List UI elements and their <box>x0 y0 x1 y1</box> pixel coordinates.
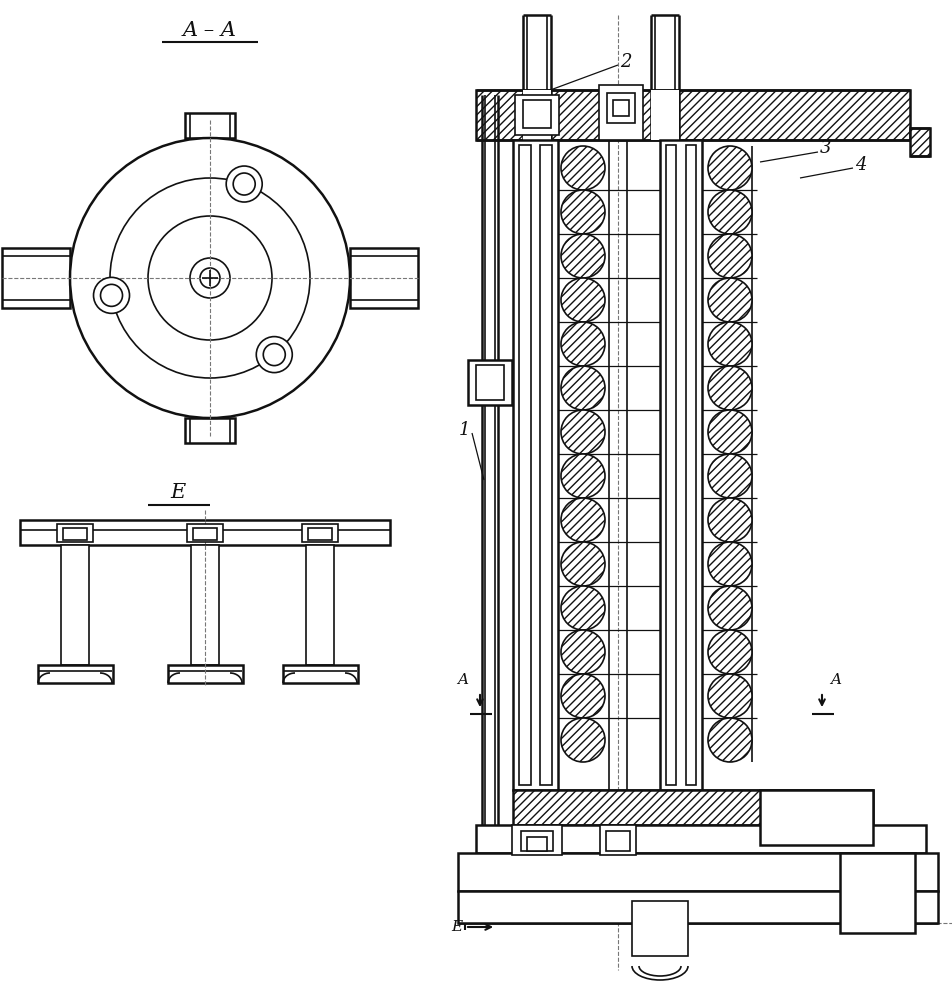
Bar <box>660 140 702 790</box>
Circle shape <box>561 410 605 454</box>
Bar <box>665 145 675 785</box>
Circle shape <box>707 410 751 454</box>
Text: A – A: A – A <box>183 21 237 40</box>
Circle shape <box>707 630 751 674</box>
Bar <box>540 145 551 785</box>
Circle shape <box>561 586 605 630</box>
Circle shape <box>561 146 605 190</box>
Bar <box>168 665 243 683</box>
Bar <box>63 528 87 540</box>
Bar <box>475 90 909 140</box>
Circle shape <box>189 258 229 298</box>
Bar <box>514 95 559 135</box>
Bar <box>20 520 389 545</box>
Bar <box>839 853 914 933</box>
Circle shape <box>109 178 309 378</box>
Bar <box>759 790 872 845</box>
Bar <box>306 545 333 665</box>
Circle shape <box>707 278 751 322</box>
Bar <box>685 145 695 785</box>
Circle shape <box>561 322 605 366</box>
Bar <box>521 831 552 851</box>
Bar <box>475 365 504 400</box>
Text: 1: 1 <box>458 421 469 439</box>
Text: 3: 3 <box>819 139 831 157</box>
Circle shape <box>561 278 605 322</box>
Bar <box>612 100 628 116</box>
Circle shape <box>707 322 751 366</box>
Bar <box>467 360 511 405</box>
Bar <box>187 524 223 542</box>
Circle shape <box>561 190 605 234</box>
Bar <box>519 145 530 785</box>
Bar <box>523 90 550 140</box>
Bar <box>650 90 678 140</box>
Circle shape <box>707 190 751 234</box>
Bar <box>458 891 937 923</box>
Bar <box>512 140 558 790</box>
Bar <box>458 853 937 891</box>
Circle shape <box>233 173 255 195</box>
Circle shape <box>561 498 605 542</box>
Circle shape <box>707 674 751 718</box>
Circle shape <box>256 337 292 372</box>
Bar <box>57 524 93 542</box>
Circle shape <box>707 366 751 410</box>
Bar <box>302 524 338 542</box>
Circle shape <box>707 498 751 542</box>
Circle shape <box>707 146 751 190</box>
Text: E: E <box>170 482 186 502</box>
Circle shape <box>707 718 751 762</box>
Circle shape <box>561 366 605 410</box>
Bar <box>909 128 929 156</box>
Bar <box>599 85 643 140</box>
Bar <box>631 901 687 956</box>
Bar <box>475 825 925 853</box>
Bar <box>185 418 235 443</box>
Text: 2: 2 <box>620 53 631 71</box>
Bar <box>185 113 235 138</box>
Bar <box>605 831 629 851</box>
Bar <box>190 545 219 665</box>
Bar <box>307 528 331 540</box>
Circle shape <box>100 285 123 306</box>
Text: 4: 4 <box>854 156 865 174</box>
Bar <box>606 93 634 123</box>
Text: E: E <box>450 920 462 934</box>
Text: A: A <box>829 673 840 687</box>
Bar <box>283 665 358 683</box>
Text: A: A <box>457 673 467 687</box>
Circle shape <box>561 454 605 498</box>
Circle shape <box>93 278 129 313</box>
Circle shape <box>561 718 605 762</box>
Bar <box>193 528 217 540</box>
Circle shape <box>561 234 605 278</box>
Circle shape <box>707 542 751 586</box>
Bar <box>526 837 546 851</box>
Bar <box>2 248 69 308</box>
Circle shape <box>69 138 349 418</box>
Bar <box>38 665 113 683</box>
Circle shape <box>226 166 262 202</box>
Bar <box>600 825 635 855</box>
Circle shape <box>561 630 605 674</box>
Circle shape <box>707 234 751 278</box>
Circle shape <box>561 674 605 718</box>
Bar <box>61 545 89 665</box>
Bar <box>523 100 550 128</box>
Circle shape <box>707 454 751 498</box>
Circle shape <box>200 268 220 288</box>
Bar <box>511 825 562 855</box>
Bar <box>349 248 418 308</box>
Bar <box>512 790 872 825</box>
Circle shape <box>263 344 285 366</box>
Circle shape <box>561 542 605 586</box>
Circle shape <box>148 216 271 340</box>
Circle shape <box>707 586 751 630</box>
